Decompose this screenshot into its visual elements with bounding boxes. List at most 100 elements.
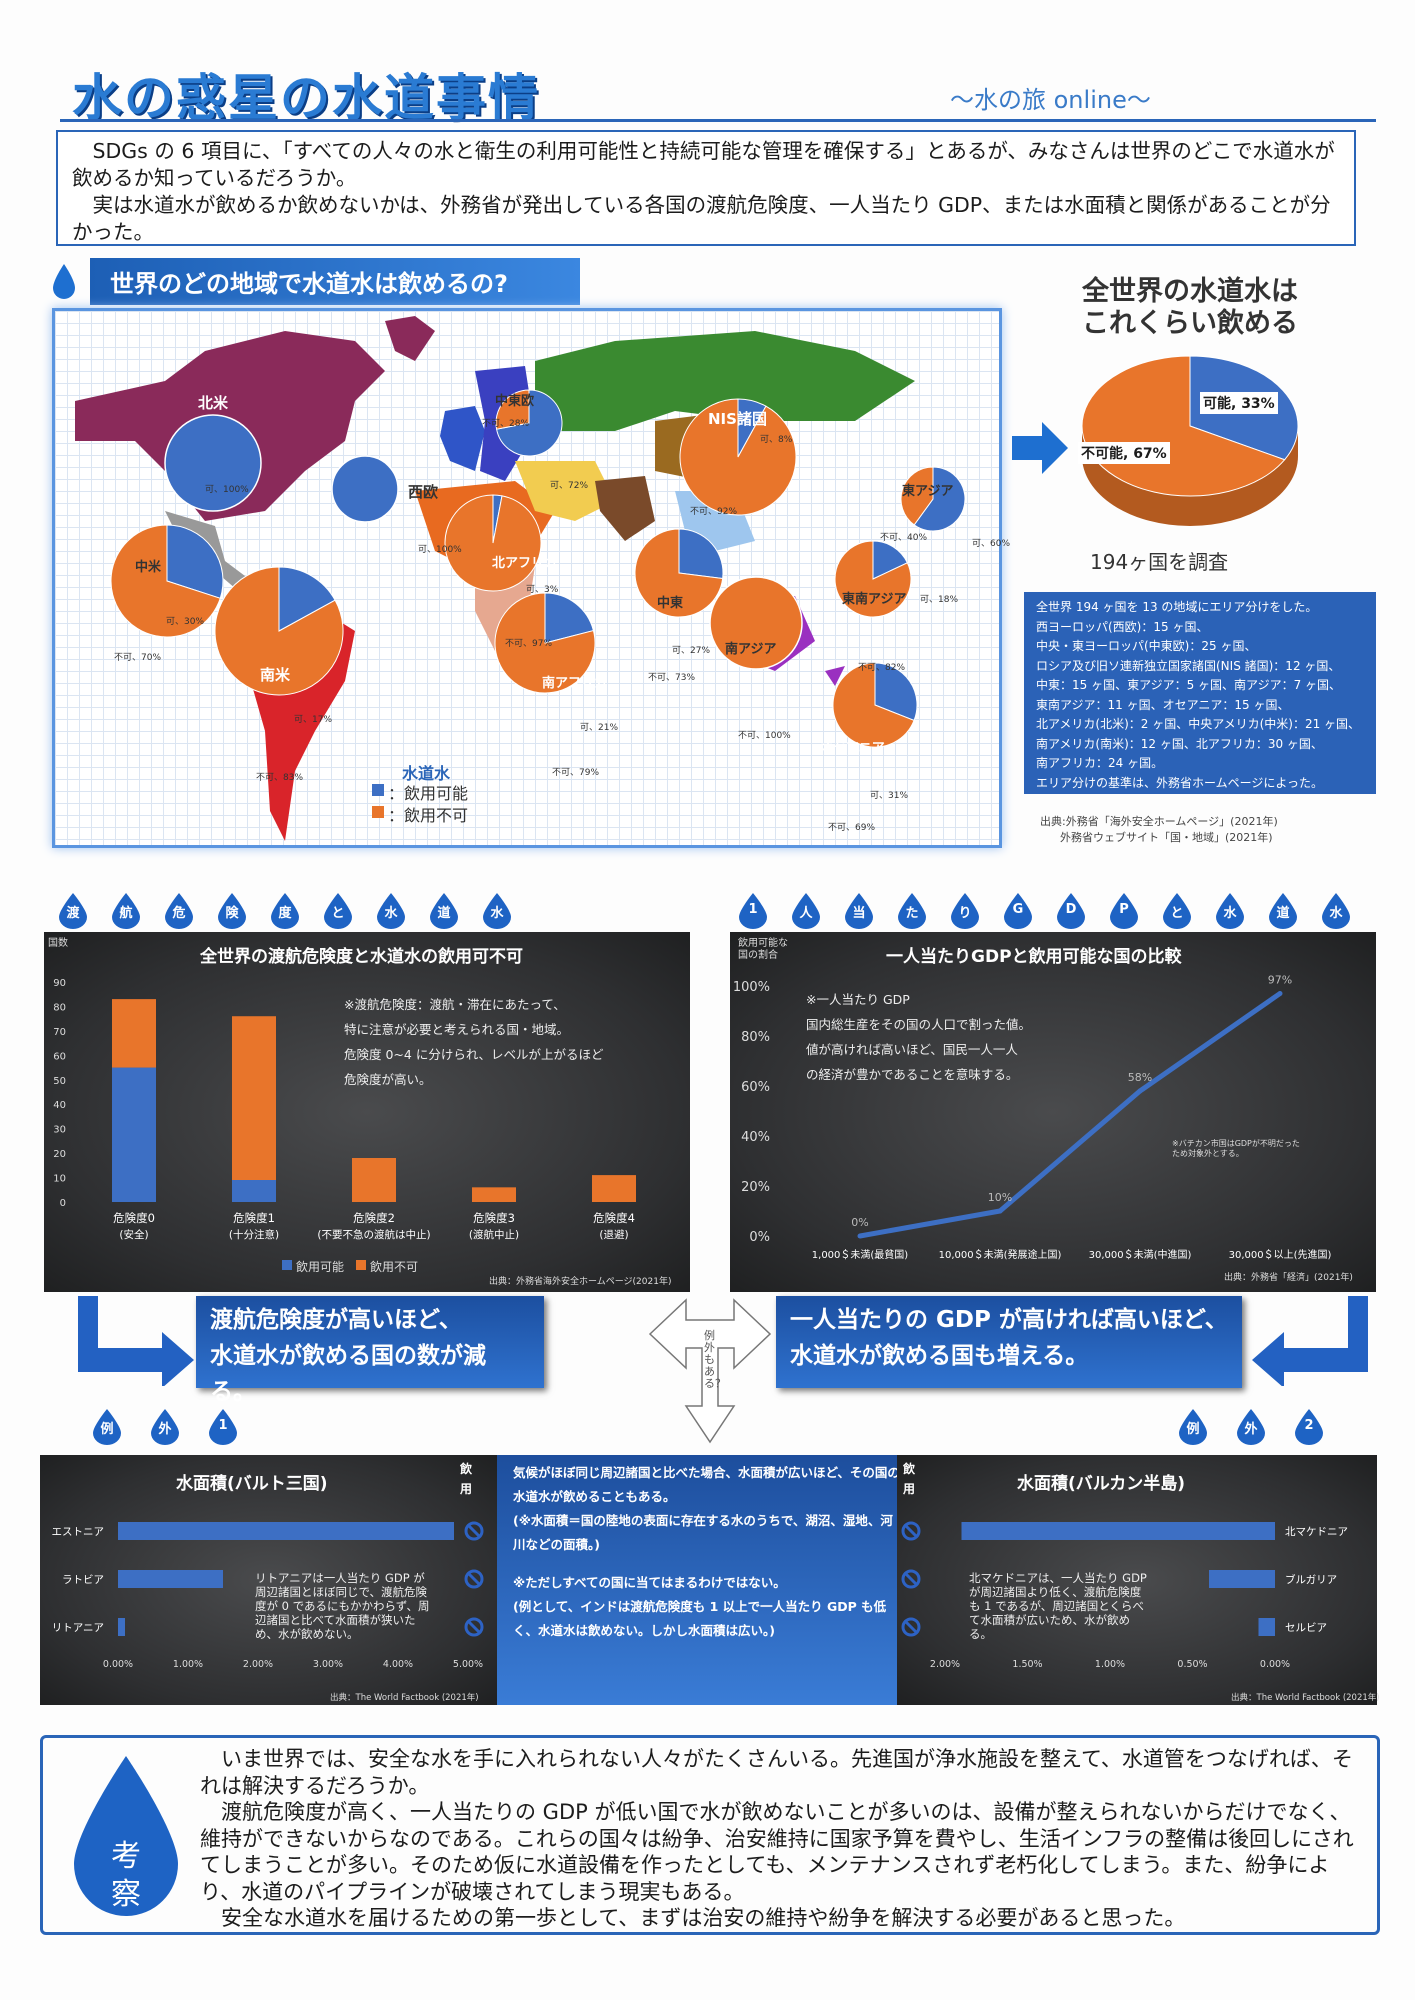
map-legend-title: 水道水 (402, 764, 451, 783)
not-drinkable-icon (903, 1619, 919, 1635)
region-label: 西欧 (408, 483, 439, 501)
water-drop-icon: 当 (842, 892, 876, 930)
drop-character: 険 (225, 906, 239, 921)
conclusion-left: 渡航危険度が高いほど、 水道水が飲める国の数が減る。 (196, 1296, 544, 1405)
chart1-legend-ng: 飲用不可 (370, 1260, 419, 1274)
drop-character: 水 (490, 906, 504, 921)
region-pie-slice-ok (872, 540, 909, 580)
pie-label: 不可、79% (552, 768, 600, 778)
data-label: 0% (851, 1216, 868, 1229)
not-drinkable-icon (466, 1523, 482, 1539)
conclusion-right: 一人当たりの GDP が高ければ高いほど、 水道水が飲める国も増える。 (776, 1296, 1242, 1388)
y-tick-label: 30 (53, 1125, 66, 1136)
legend-swatch-ng (372, 806, 384, 818)
discussion-paragraph: 安全な水道水を届けるための第一歩として、まずは治安の維持や紛争を解決する必要があ… (221, 1906, 1186, 1930)
water-drop-icon: 航 (109, 892, 143, 930)
exception1-column-label: 飲用 (460, 1462, 473, 1496)
water-drop-icon: と (1160, 892, 1194, 930)
region-pie-slice-ok (874, 662, 918, 722)
drop-character: 度 (278, 906, 292, 921)
source-line: 外務省ウェブサイト「国・地域」(2021年) (1060, 831, 1273, 844)
note-line: の経済が豊かであることを意味する。 (806, 1067, 1019, 1082)
drop-character: 外 (158, 1422, 172, 1437)
x-tick-sublabel: (退避) (599, 1228, 628, 1241)
exception2-column-label: 飲用 (903, 1462, 916, 1496)
not-drinkable-icon (466, 1571, 482, 1587)
exception1-panel: 水面積(バルト三国) エストニア ラトビア リトアニア 0.00% 1.00% 2.00%… (40, 1455, 498, 1705)
region-pie-slice-ng (634, 528, 724, 618)
pie-label: 可、3% (526, 585, 559, 595)
intro-paragraph: SDGs の 6 項目に、「すべての人々の水と衛生の利用可能性と持続可能な管理を… (72, 139, 1335, 190)
exception-label: 例外もある？ (704, 1329, 726, 1390)
exception2-panel: 水面積(バルカン半島) 北マケドニア ブルガリア セルビア 2.00% 1.50% 1.0… (897, 1455, 1380, 1705)
x-tick-label: 1.00% (173, 1659, 203, 1670)
drop-character: 当 (852, 906, 866, 921)
world-map (52, 308, 1002, 848)
pie-label: 可、72% (550, 481, 589, 491)
explanation-line: 気候がほぼ同じ周辺諸国と比べた場合、水面積が広いほど、その国の水道水が飲めること… (513, 1465, 900, 1504)
pie-label: 可、31% (870, 791, 909, 801)
region-label: 北アフリカ (492, 556, 558, 571)
bar (592, 1175, 636, 1202)
map-sources: 出典:外務省「海外安全ホームページ」(2021年) 外務省ウェブサイト「国・地域… (1040, 814, 1278, 846)
y-tick-label: 70 (53, 1027, 66, 1038)
x-tick-label: 30,000＄未満(中進国) (1089, 1248, 1192, 1261)
drop-character: P (1119, 902, 1129, 917)
drop-row-right: 1 人 当 た り G D P と 水 道 水 (736, 892, 1366, 932)
region-label: 中東 (657, 596, 684, 611)
data-label: 58% (1128, 1071, 1152, 1084)
y-tick-label: 60 (53, 1051, 66, 1062)
x-tick-label: 4.00% (383, 1659, 413, 1670)
note-line: ※一人当たり GDP (806, 992, 910, 1007)
explanation-line: (※水面積＝国の陸地の表面に存在する水のうちで、湖沼、湿地、河川などの面積。) (513, 1513, 893, 1552)
chart1-plot: 0 10 20 30 40 50 60 70 80 90 危険度0 (安全) 危険度1 (十分注意) 危険度… (53, 978, 636, 1241)
note-line: ※渡航危険度：渡航・滞在にあたって、 (344, 997, 566, 1012)
region-pie-slice-ok (678, 528, 724, 580)
water-drop-icon: 道 (1266, 892, 1300, 930)
region-pie (331, 455, 399, 523)
pie-label: 不可、73% (648, 673, 696, 683)
drop-character: り (958, 906, 972, 921)
not-drinkable-icon (903, 1523, 919, 1539)
bar (352, 1158, 396, 1202)
x-tick-sublabel: (安全) (119, 1228, 148, 1241)
region-pie-slice-ng (110, 524, 221, 638)
area-line: 中東：15 ヶ国、東アジア：5 ヶ国、南アジア：7 ヶ国、 (1036, 678, 1342, 692)
region-pie (494, 592, 596, 694)
water-drop-icon: G (1001, 892, 1035, 930)
region-pie-slice-ng (444, 494, 542, 592)
drop-character: 水 (384, 906, 398, 921)
region-pie-layer (110, 389, 966, 748)
area-line: 南アメリカ(南米)：12 ヶ国、北アフリカ：30 ヶ国、 (1036, 736, 1323, 751)
x-tick-label: 1.00% (1095, 1659, 1125, 1670)
water-drop-icon: 危 (162, 892, 196, 930)
x-tick-label: 2.00% (243, 1659, 273, 1670)
exception1-note: リトアニアは一人当たり GDP が周辺諸国とほぼ同じで、渡航危険度が 0 である… (255, 1571, 430, 1641)
x-tick-label: 0.50% (1177, 1659, 1207, 1670)
world-heading-line: これくらい飲める (1082, 308, 1298, 339)
water-drop-icon: 2 (1292, 1408, 1326, 1446)
y-tick-label: 80 (53, 1002, 66, 1013)
x-tick-label: 5.00% (453, 1659, 483, 1670)
water-drop-icon: 外 (148, 1408, 182, 1446)
chart2-ylabel: 国の割合 (738, 950, 778, 961)
bar (118, 1618, 125, 1636)
exception2-note: 北マケドニアは、一人当たり GDP が周辺諸国より低く、渡航危険度も 1 である… (969, 1571, 1147, 1641)
discussion-paragraph: いま世界では、安全な水を手に入れられない人々がたくさんいる。先進国が浄水施設を整… (200, 1747, 1353, 1798)
water-drop-icon: 1 (736, 892, 770, 930)
y-tick-label: 40 (53, 1100, 66, 1111)
water-drop-icon: り (948, 892, 982, 930)
pie-label: 可、8% (760, 435, 793, 445)
x-tick-label: 3.00% (313, 1659, 343, 1670)
not-drinkable-icon (464, 1569, 484, 1589)
y-tick-label: 90 (53, 978, 66, 989)
bar (1209, 1570, 1275, 1588)
category-label: リトアニア (52, 1622, 104, 1634)
drop-character: た (905, 906, 919, 921)
region-pie-slice-ok (166, 524, 224, 599)
region-pie (110, 524, 224, 638)
page-subtitle: 〜水の旅 online〜 (950, 86, 1151, 114)
region-pie-slice-ok (544, 592, 595, 644)
region-label: 東南アジア (842, 592, 907, 607)
